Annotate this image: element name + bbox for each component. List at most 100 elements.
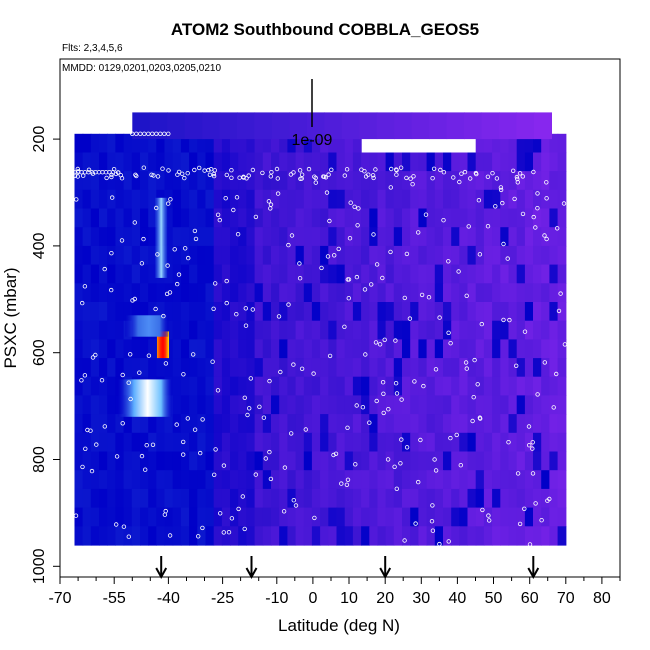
heatmap-cell: [148, 189, 157, 210]
heatmap-cell: [483, 451, 493, 471]
sample-marker: [253, 214, 259, 220]
heatmap-cell: [90, 227, 100, 247]
heatmap-cell: [369, 488, 379, 509]
sample-marker: [437, 541, 442, 547]
heatmap-cell: [172, 171, 182, 191]
heatmap-cell: [459, 470, 469, 490]
x-tick-label: -55: [103, 590, 126, 607]
sample-marker: [141, 165, 146, 170]
heatmap-cell: [238, 227, 247, 247]
sample-marker: [464, 366, 469, 371]
heatmap-cell: [90, 376, 100, 396]
heatmap-cell: [107, 339, 116, 359]
heatmap-cell: [426, 432, 436, 453]
heatmap-cell: [451, 208, 460, 228]
sample-marker: [485, 223, 491, 229]
heatmap-cell: [295, 189, 305, 210]
heatmap-cell: [172, 339, 182, 359]
heatmap-cell: [410, 470, 419, 490]
sample-marker: [165, 263, 170, 268]
sample-marker: [407, 316, 413, 321]
sample-marker: [404, 251, 410, 257]
heatmap-cell: [271, 432, 280, 453]
heatmap-cell: [524, 395, 534, 415]
sample-marker: [457, 179, 462, 185]
heatmap-cell: [557, 152, 567, 172]
sample-marker: [324, 190, 330, 195]
heatmap-cell: [189, 227, 198, 247]
heatmap-cell: [148, 339, 157, 359]
heatmap-cell: [164, 432, 174, 453]
sample-marker: [215, 388, 221, 393]
heatmap-cell: [516, 245, 526, 266]
heatmap-cell: [90, 432, 100, 453]
heatmap-cell: [533, 245, 542, 266]
heatmap-cell: [205, 264, 215, 284]
sample-marker: [267, 449, 272, 455]
heatmap-cell: [443, 171, 452, 191]
sample-marker: [257, 404, 262, 409]
heatmap-cell: [492, 171, 501, 191]
sample-marker: [393, 338, 398, 343]
heatmap-cell: [500, 189, 510, 210]
heatmap-cell: [311, 395, 321, 415]
heatmap-cell: [156, 152, 166, 172]
sample-marker: [155, 174, 161, 179]
heatmap-cell: [344, 171, 354, 191]
heatmap-cell: [262, 358, 272, 378]
heatmap-cell: [172, 432, 182, 453]
heatmap-cell: [230, 320, 239, 340]
heatmap-cell: [180, 264, 190, 284]
heatmap-cell: [246, 302, 256, 322]
heatmap-cell: [320, 283, 329, 303]
heatmap-cell: [533, 376, 542, 396]
heatmap-cell: [467, 264, 477, 284]
heatmap-cell: [377, 526, 387, 546]
heatmap-cell: [492, 470, 501, 490]
sample-marker: [347, 235, 353, 241]
heatmap-cell: [107, 414, 116, 434]
heatmap-cell: [344, 376, 354, 396]
heatmap-cell: [254, 152, 264, 172]
heatmap-cell: [221, 189, 231, 210]
heatmap-cell: [205, 507, 215, 527]
heatmap-cell: [426, 507, 436, 527]
heatmap-cell: [393, 189, 403, 210]
heatmap-cell: [336, 488, 346, 509]
sample-marker: [197, 450, 203, 456]
heatmap-cell: [213, 264, 223, 284]
heatmap-cell: [516, 320, 526, 340]
heatmap-cell: [238, 189, 247, 210]
heatmap-cell: [336, 245, 346, 266]
heatmap-cell: [393, 283, 403, 303]
heatmap-cell: [369, 451, 379, 471]
heatmap-cell: [377, 339, 387, 359]
sample-marker: [399, 397, 404, 402]
heatmap-cell: [271, 451, 280, 471]
heatmap-cell: [429, 112, 448, 140]
heatmap-cell: [287, 245, 297, 266]
sample-marker: [193, 236, 199, 242]
heatmap-cell: [123, 451, 133, 471]
heatmap-cell: [197, 152, 207, 172]
heatmap-cell: [459, 414, 469, 434]
heatmap-cell: [443, 507, 452, 527]
heatmap-cell: [180, 414, 190, 434]
x-tick-label: -70: [48, 590, 71, 607]
heatmap-cell: [180, 320, 190, 340]
heatmap-cell: [131, 283, 141, 303]
heatmap-cell: [82, 133, 92, 154]
heatmap-cell: [410, 507, 419, 527]
heatmap-cell: [246, 507, 256, 527]
heatmap-cell: [328, 414, 338, 434]
flights-note: Flts: 2,3,4,5,6: [62, 43, 123, 54]
heatmap-cell: [533, 208, 542, 228]
heatmap-cell: [516, 488, 526, 509]
heatmap-cell: [123, 245, 133, 266]
heatmap-cell: [377, 320, 387, 340]
heatmap-cell: [328, 152, 338, 172]
heatmap-cell: [303, 470, 313, 490]
heatmap-cell: [271, 152, 280, 172]
heatmap-cell: [410, 339, 419, 359]
heatmap-cell: [557, 339, 567, 359]
